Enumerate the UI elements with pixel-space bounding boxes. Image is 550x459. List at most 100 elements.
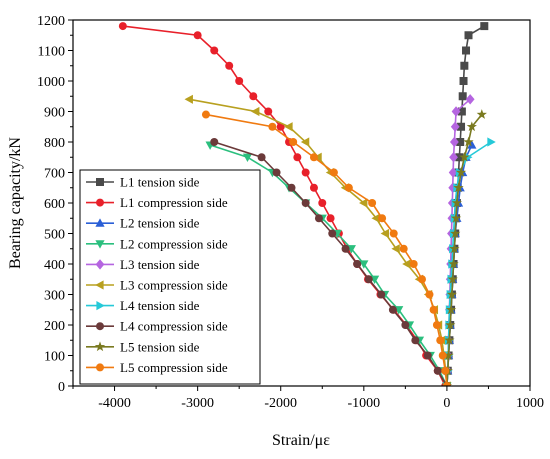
legend-item-l1-tension-side: L1 tension side bbox=[86, 175, 200, 190]
marker-square bbox=[480, 22, 489, 31]
legend-item-l4-compression-side: L4 compression side bbox=[86, 319, 228, 334]
marker-triangle-left bbox=[95, 280, 104, 290]
x-tick-label: -3000 bbox=[181, 396, 214, 411]
y-tick-label: 800 bbox=[44, 136, 65, 151]
marker-circle bbox=[328, 229, 337, 238]
marker-star bbox=[445, 319, 456, 330]
legend-label-l1-tension-side: L1 tension side bbox=[120, 175, 200, 190]
y-tick-label: 1200 bbox=[37, 14, 65, 29]
marker-circle bbox=[389, 229, 398, 238]
x-tick-label: -4000 bbox=[98, 396, 131, 411]
marker-circle bbox=[210, 138, 219, 146]
marker-circle bbox=[287, 183, 296, 192]
marker-circle bbox=[96, 363, 104, 372]
legend-label-l2-compression-side: L2 compression side bbox=[120, 236, 228, 251]
y-tick-label: 400 bbox=[44, 258, 65, 273]
marker-triangle-left bbox=[251, 106, 260, 117]
marker-circle bbox=[353, 260, 362, 268]
marker-circle bbox=[193, 31, 202, 40]
marker-star bbox=[463, 136, 474, 147]
marker-square bbox=[459, 77, 468, 85]
marker-circle bbox=[401, 321, 410, 329]
marker-circle bbox=[417, 275, 426, 284]
marker-triangle-down bbox=[359, 260, 369, 269]
y-axis-title: Bearing capacity/kN bbox=[7, 137, 24, 269]
marker-square bbox=[96, 178, 104, 186]
legend-item-l4-tension-side: L4 tension side bbox=[86, 298, 200, 313]
marker-circle bbox=[388, 305, 397, 314]
legend-item-l5-tension-side: L5 tension side bbox=[86, 339, 200, 354]
series-clip-group bbox=[118, 22, 496, 386]
marker-star bbox=[446, 289, 458, 299]
marker-diamond bbox=[449, 152, 458, 163]
marker-star bbox=[447, 273, 458, 284]
marker-circle bbox=[225, 61, 234, 70]
marker-star bbox=[450, 228, 461, 238]
marker-circle bbox=[301, 199, 310, 207]
legend-label-l3-tension-side: L3 tension side bbox=[120, 257, 200, 272]
marker-circle bbox=[442, 382, 451, 386]
legend-item-l1-compression-side: L1 compression side bbox=[86, 195, 228, 210]
legend-item-l5-compression-side: L5 compression side bbox=[86, 360, 228, 375]
marker-triangle-left bbox=[300, 137, 310, 147]
marker-circle bbox=[289, 138, 298, 146]
marker-star bbox=[445, 304, 457, 315]
marker-circle bbox=[378, 214, 387, 223]
marker-diamond bbox=[451, 106, 461, 117]
marker-circle bbox=[264, 107, 273, 116]
y-tick-label: 300 bbox=[44, 289, 65, 304]
marker-star bbox=[94, 341, 106, 352]
marker-diamond bbox=[465, 94, 475, 105]
marker-triangle-right bbox=[96, 301, 105, 311]
marker-circle bbox=[344, 183, 353, 192]
marker-circle bbox=[301, 168, 310, 177]
marker-triangle-down bbox=[242, 153, 253, 163]
marker-triangle-left bbox=[359, 198, 368, 208]
marker-star bbox=[450, 212, 462, 223]
legend-label-l4-tension-side: L4 tension side bbox=[120, 298, 200, 313]
y-tick-label: 700 bbox=[44, 167, 65, 182]
y-tick-label: 900 bbox=[44, 106, 65, 121]
marker-circle bbox=[423, 351, 432, 360]
legend: L1 tension side L1 compression side L2 ten… bbox=[79, 169, 261, 385]
x-tick-label: 1000 bbox=[516, 396, 544, 411]
marker-diamond bbox=[449, 136, 459, 148]
marker-circle bbox=[201, 110, 210, 119]
y-tick-label: 1000 bbox=[37, 75, 65, 90]
marker-triangle-up bbox=[467, 140, 477, 149]
y-tick-label: 200 bbox=[44, 319, 65, 334]
marker-star bbox=[455, 167, 467, 177]
marker-circle bbox=[314, 214, 323, 223]
marker-circle bbox=[96, 198, 104, 207]
marker-star bbox=[451, 197, 463, 208]
marker-diamond bbox=[450, 121, 460, 132]
legend-label-l3-compression-side: L3 compression side bbox=[120, 278, 228, 293]
marker-circle bbox=[276, 122, 285, 131]
legend-box bbox=[79, 169, 261, 385]
legend-item-l3-compression-side: L3 compression side bbox=[86, 278, 228, 293]
legend-label-l2-tension-side: L2 tension side bbox=[120, 216, 200, 231]
marker-square bbox=[456, 138, 465, 146]
marker-star bbox=[449, 243, 460, 254]
marker-square bbox=[464, 31, 473, 40]
marker-star bbox=[453, 182, 464, 193]
marker-star bbox=[448, 258, 459, 269]
marker-circle bbox=[272, 168, 281, 177]
y-tick-label: 1100 bbox=[38, 45, 65, 60]
y-tick-label: 600 bbox=[44, 197, 65, 212]
marker-diamond bbox=[95, 259, 105, 270]
y-tick-label: 0 bbox=[58, 380, 65, 395]
marker-circle bbox=[249, 92, 258, 101]
y-tick-label: 500 bbox=[44, 228, 65, 243]
marker-circle bbox=[377, 290, 386, 299]
marker-circle bbox=[235, 77, 244, 85]
marker-triangle-left bbox=[402, 259, 411, 269]
marker-circle bbox=[268, 122, 277, 131]
axes-layer: -4000 -3000 -2000 -1000 0 1000 0 100 200 300 400 50… bbox=[37, 14, 544, 411]
marker-circle bbox=[210, 46, 219, 55]
marker-circle bbox=[293, 153, 302, 162]
x-tick-label: 0 bbox=[443, 396, 450, 411]
marker-triangle-left bbox=[391, 244, 400, 254]
x-tick-label: -1000 bbox=[347, 396, 380, 411]
